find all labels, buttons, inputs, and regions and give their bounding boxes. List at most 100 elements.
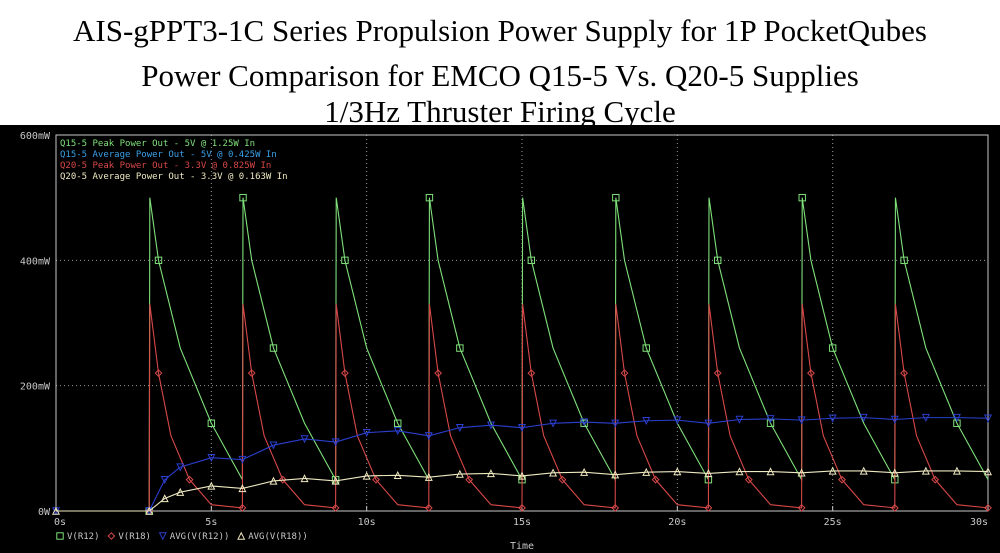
data-point-marker	[269, 441, 278, 450]
data-point-marker	[890, 503, 899, 512]
x-axis-label: Time	[510, 541, 534, 552]
data-point-marker	[642, 344, 650, 352]
data-point-marker	[527, 256, 536, 265]
data-point-marker	[154, 369, 163, 378]
series-line	[56, 304, 989, 512]
data-point-marker	[859, 413, 868, 422]
data-point-marker	[527, 369, 536, 378]
data-point-marker	[612, 193, 620, 202]
data-point-marker	[735, 467, 744, 476]
data-point-marker	[158, 532, 167, 541]
y-tick-label: 400mW	[20, 256, 51, 267]
data-point-marker	[859, 466, 868, 475]
data-point-marker	[269, 476, 278, 485]
chart-subtitle: Power Comparison for EMCO Q15-5 Vs. Q20-…	[141, 58, 859, 93]
chart-plot: 0s 5s 10s 15s 20s 25s 30s 0W 200mW 400mW 600mW Q15…	[0, 125, 1000, 553]
data-point-marker	[341, 256, 349, 265]
data-point-marker	[766, 467, 775, 476]
series-line	[56, 197, 989, 512]
data-point-marker	[838, 475, 846, 484]
data-point-marker	[207, 419, 216, 427]
y-tick-label: 600mW	[20, 131, 51, 142]
data-point-marker	[517, 423, 527, 432]
data-point-marker	[278, 475, 287, 484]
data-point-marker	[331, 476, 340, 485]
data-point-marker	[341, 369, 349, 378]
data-point-marker	[921, 413, 930, 422]
plot-background	[0, 125, 1000, 553]
data-point-marker	[247, 369, 256, 378]
legend: V(R12) V(R18) AVG(V(R12)) AVG(V(R18))	[56, 531, 308, 542]
data-point-marker	[465, 475, 474, 484]
data-point-marker	[931, 475, 940, 484]
data-point-marker	[704, 419, 713, 428]
data-point-marker	[766, 419, 775, 427]
legend-entry: V(R12)	[67, 532, 100, 542]
data-point-marker	[549, 419, 558, 428]
data-point-marker	[714, 256, 722, 265]
data-point-marker	[580, 419, 588, 427]
data-point-marker	[51, 506, 61, 515]
series-v-r18	[56, 304, 992, 515]
data-point-marker	[798, 193, 806, 202]
data-point-marker	[393, 427, 402, 436]
data-point-marker	[890, 415, 899, 424]
data-point-marker	[372, 475, 380, 484]
data-point-marker	[269, 344, 278, 352]
data-point-marker	[486, 469, 495, 478]
data-point-marker	[237, 531, 246, 540]
x-tick-label: 0s	[54, 517, 66, 528]
data-point-marker	[424, 503, 433, 512]
series-group	[51, 193, 993, 516]
data-point-marker	[176, 487, 185, 496]
data-point-marker	[160, 494, 169, 503]
data-point-marker	[642, 467, 651, 476]
data-point-marker	[434, 369, 443, 378]
x-tick-label: 30s	[970, 517, 988, 528]
data-point-marker	[797, 503, 806, 512]
data-point-marker	[331, 438, 340, 447]
data-point-marker	[394, 419, 402, 427]
data-point-marker	[983, 414, 993, 423]
data-point-marker	[580, 418, 589, 427]
x-tick-label: 5s	[205, 517, 217, 528]
data-point-marker	[651, 475, 660, 484]
data-point-marker	[744, 475, 753, 484]
data-point-marker	[486, 421, 495, 430]
data-point-marker	[517, 471, 527, 480]
data-point-marker	[642, 417, 651, 426]
data-point-marker	[160, 475, 169, 484]
data-point-marker	[797, 416, 806, 425]
annotation-text: Q20-5 Peak Power Out - 3.3V @ 0.825W In	[60, 161, 271, 171]
data-point-marker	[176, 463, 185, 472]
data-point-marker	[890, 468, 899, 477]
data-point-marker	[900, 369, 909, 378]
data-point-marker	[797, 468, 806, 477]
legend-entry: AVG(V(R12))	[170, 532, 230, 542]
annotation-text: Q20-5 Average Power Out - 3.3V @ 0.163W …	[60, 172, 288, 182]
chart-subtitle-cycle: 1/3Hz Thruster Firing Cycle	[324, 94, 676, 129]
data-point-marker	[735, 415, 744, 424]
data-point-marker	[983, 467, 993, 476]
y-tick-label: 0W	[38, 507, 51, 518]
data-point-marker	[154, 256, 163, 265]
data-point-marker	[239, 193, 247, 202]
chart-title: AIS-gPPT3-1C Series Propulsion Power Sup…	[73, 13, 927, 48]
data-point-marker	[238, 503, 247, 512]
data-point-marker	[580, 467, 589, 476]
data-point-marker	[673, 416, 682, 425]
data-point-marker	[952, 413, 961, 422]
x-tick-label: 15s	[513, 517, 531, 528]
annotation-text: Q15-5 Peak Power Out - 5V @ 1.25W In	[60, 139, 255, 149]
series-line	[56, 417, 989, 512]
data-point-marker	[807, 369, 815, 378]
data-point-marker	[455, 469, 464, 478]
data-point-marker	[713, 369, 722, 378]
data-point-marker	[704, 469, 713, 478]
data-point-marker	[900, 256, 908, 265]
data-point-marker	[185, 475, 194, 484]
data-point-marker	[393, 470, 402, 479]
data-point-marker	[952, 466, 961, 475]
annotation-text: Q15-5 Average Power Out - 5V @ 0.425W In	[60, 150, 277, 160]
data-point-marker	[56, 532, 64, 540]
